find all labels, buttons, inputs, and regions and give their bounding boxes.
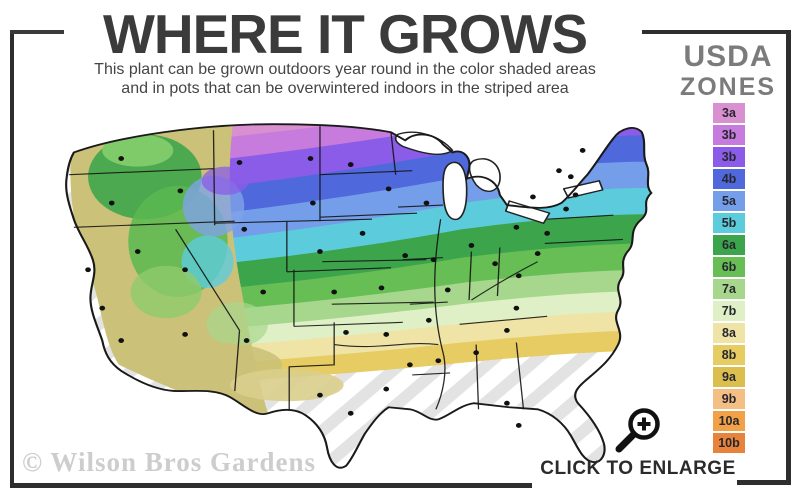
zone-swatch-11: 8b	[713, 345, 745, 365]
zone-swatch-8: 7a	[713, 279, 745, 299]
frame-bottom-left-segment	[10, 483, 532, 488]
zone-swatch-12: 9a	[713, 367, 745, 387]
frame-left-border	[10, 30, 14, 488]
subtitle: This plant can be grown outdoors year ro…	[12, 60, 678, 98]
zone-swatch-7: 6b	[713, 257, 745, 277]
click-to-enlarge-button[interactable]: CLICK TO ENLARGE	[538, 404, 738, 480]
frame-bottom-right-segment	[737, 480, 791, 485]
subtitle-line-1: This plant can be grown outdoors year ro…	[94, 61, 596, 78]
legend-heading-usda: USDA	[683, 40, 773, 73]
magnifier-zoom-icon[interactable]	[610, 404, 668, 456]
click-to-enlarge-label[interactable]: CLICK TO ENLARGE	[540, 458, 736, 479]
legend-heading-zones: ZONES	[679, 73, 777, 101]
zone-swatch-3: 4b	[713, 169, 745, 189]
zone-swatch-2: 3b	[713, 147, 745, 167]
zone-swatch-10: 8a	[713, 323, 745, 343]
usda-zone-map	[36, 110, 656, 474]
zone-swatch-14: 10a	[713, 411, 745, 431]
frame-top-left-segment	[10, 30, 64, 34]
zone-swatch-4: 5a	[713, 191, 745, 211]
frame-right-border	[786, 30, 791, 485]
zone-swatch-5: 5b	[713, 213, 745, 233]
zone-swatch-1: 3b	[713, 125, 745, 145]
subtitle-line-2: and in pots that can be overwintered ind…	[121, 80, 569, 97]
zone-swatch-13: 9b	[713, 389, 745, 409]
zone-swatch-6: 6a	[713, 235, 745, 255]
state-borders	[69, 126, 623, 410]
page-title: WHERE IT GROWS	[102, 3, 588, 65]
zone-legend: 3a 3b 3b 4b 5a 5b 6a 6b 7a 7b 8a 8b 9a 9b 10a 10b	[713, 103, 745, 455]
zone-swatch-15: 10b	[713, 433, 745, 453]
zone-swatch-0: 3a	[713, 103, 745, 123]
us-map-canvas	[65, 123, 653, 469]
watermark: © Wilson Bros Gardens	[22, 447, 316, 477]
legend-heading: USDA ZONES	[664, 42, 792, 100]
zone-swatch-9: 7b	[713, 301, 745, 321]
city-dots	[85, 148, 586, 428]
frame-top-right-segment	[642, 30, 791, 34]
